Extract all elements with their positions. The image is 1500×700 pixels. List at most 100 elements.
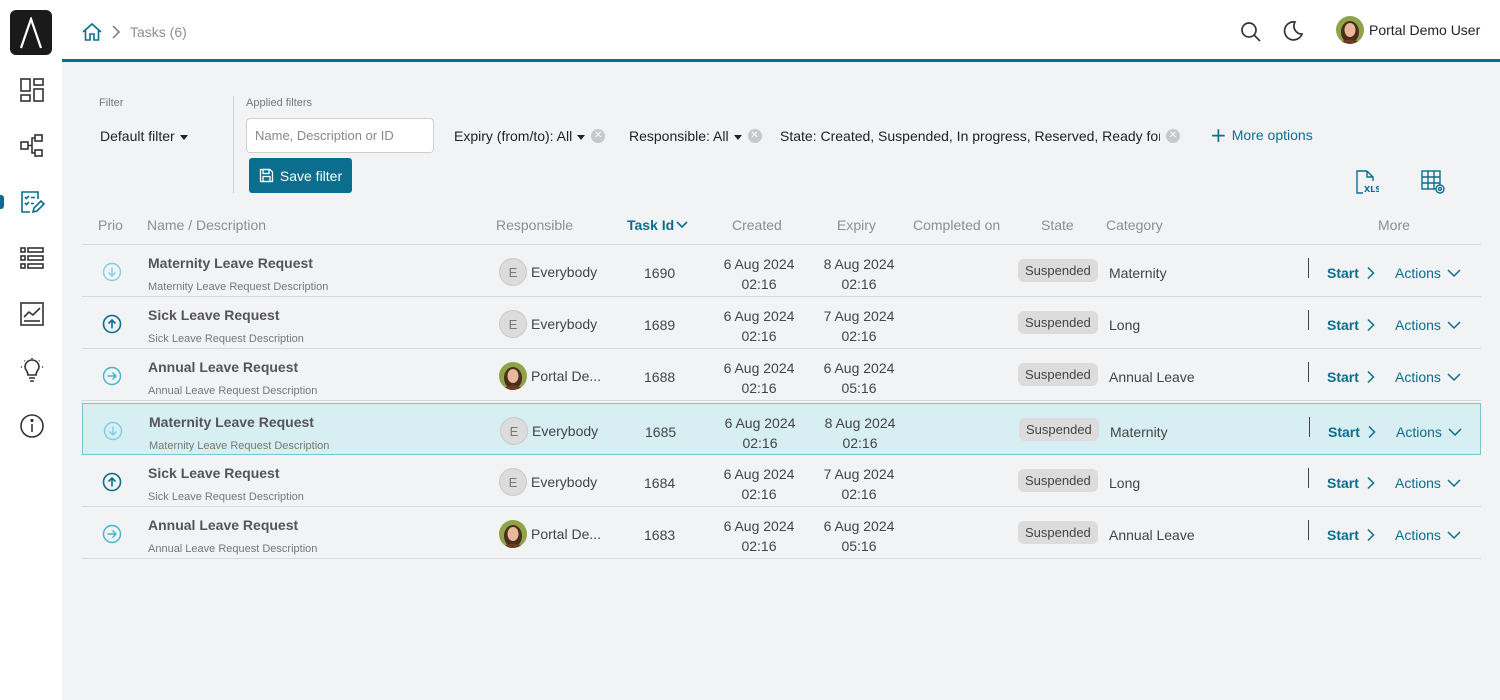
clear-filter-icon[interactable]: ✕ <box>747 129 762 143</box>
expiry-filter-label[interactable]: Expiry (from/to): All <box>454 128 573 144</box>
actions-dropdown[interactable]: Actions <box>1395 527 1461 543</box>
default-filter-dropdown[interactable]: Default filter <box>100 128 188 144</box>
tasks-icon[interactable] <box>19 189 45 215</box>
clear-filter-icon[interactable]: ✕ <box>591 129 606 143</box>
table-row[interactable]: Maternity Leave Request Maternity Leave … <box>82 245 1481 297</box>
start-button[interactable]: Start <box>1328 424 1378 440</box>
caret-down-icon <box>577 134 586 140</box>
export-xls-icon[interactable]: XLS <box>1353 169 1381 195</box>
created-date: 6 Aug 2024 <box>724 415 796 431</box>
expiry-time: 02:16 <box>841 276 877 292</box>
table-row[interactable]: Annual Leave Request Annual Leave Reques… <box>82 349 1481 401</box>
task-name[interactable]: Annual Leave Request <box>148 517 299 533</box>
chevron-down-icon <box>1447 269 1461 278</box>
task-name[interactable]: Maternity Leave Request <box>148 255 313 271</box>
expiry-time: 02:16 <box>841 328 877 344</box>
state-filter-label[interactable]: State: Created, Suspended, In progress, … <box>780 128 1160 144</box>
task-description: Sick Leave Request Description <box>148 333 304 345</box>
priority-high-icon <box>102 314 122 334</box>
home-icon[interactable] <box>81 21 103 43</box>
more-options-button[interactable]: + More options <box>1210 125 1313 145</box>
created-time: 02:16 <box>741 276 777 292</box>
info-icon[interactable] <box>19 413 45 439</box>
cases-icon[interactable] <box>19 245 45 271</box>
column-task-id[interactable]: Task Id <box>627 217 688 233</box>
column-responsible[interactable]: Responsible <box>496 217 574 233</box>
responsible-filter-label[interactable]: Responsible: All <box>629 128 729 144</box>
actions-separator <box>1308 310 1309 330</box>
dashboard-icon[interactable] <box>19 77 45 103</box>
start-button[interactable]: Start <box>1327 527 1377 543</box>
task-name[interactable]: Sick Leave Request <box>148 307 280 323</box>
column-name[interactable]: Name / Description <box>147 217 267 233</box>
start-label: Start <box>1328 424 1360 440</box>
logo-icon[interactable] <box>10 10 52 55</box>
responsible-name: Everybody <box>531 474 598 490</box>
task-category: Maternity <box>1110 424 1168 440</box>
column-prio[interactable]: Prio <box>98 217 123 233</box>
avatar <box>499 520 527 548</box>
start-button[interactable]: Start <box>1327 265 1377 281</box>
chevron-down-icon <box>1447 373 1461 382</box>
responsible-initial: E <box>499 310 527 338</box>
search-input[interactable] <box>246 118 434 153</box>
start-button[interactable]: Start <box>1327 369 1377 385</box>
status-badge: Suspended <box>1019 418 1099 441</box>
task-name[interactable]: Maternity Leave Request <box>149 414 314 430</box>
created-time: 02:16 <box>741 486 777 502</box>
expiry-date: 8 Aug 2024 <box>823 256 895 272</box>
statistics-icon[interactable] <box>19 301 45 327</box>
table-settings-icon[interactable] <box>1420 169 1446 195</box>
task-responsible: E Everybody <box>500 417 598 445</box>
task-expiry: 7 Aug 2024 02:16 <box>809 306 909 346</box>
task-description: Sick Leave Request Description <box>148 491 304 503</box>
task-expiry: 6 Aug 2024 05:16 <box>809 516 909 556</box>
expiry-filter-chip[interactable]: Expiry (from/to): All ✕ <box>454 128 606 144</box>
task-name[interactable]: Sick Leave Request <box>148 465 280 481</box>
table-row[interactable]: Annual Leave Request Annual Leave Reques… <box>82 507 1481 559</box>
processes-icon[interactable] <box>19 133 45 159</box>
responsible-filter-chip[interactable]: Responsible: All ✕ <box>629 128 762 144</box>
task-id: 1685 <box>645 424 677 440</box>
start-label: Start <box>1327 265 1359 281</box>
task-responsible: E Everybody <box>499 468 597 496</box>
start-button[interactable]: Start <box>1327 475 1377 491</box>
task-created: 6 Aug 2024 02:16 <box>709 306 809 346</box>
column-created[interactable]: Created <box>732 217 782 233</box>
search-icon[interactable] <box>1240 21 1262 43</box>
task-category: Long <box>1109 317 1141 333</box>
expiry-date: 6 Aug 2024 <box>823 360 895 376</box>
table-row[interactable]: Sick Leave Request Sick Leave Request De… <box>82 455 1481 507</box>
actions-dropdown[interactable]: Actions <box>1396 424 1462 440</box>
dark-mode-icon[interactable] <box>1282 20 1304 42</box>
table-row[interactable]: Sick Leave Request Sick Leave Request De… <box>82 297 1481 349</box>
save-filter-button[interactable]: Save filter <box>249 158 352 193</box>
clear-filter-icon[interactable]: ✕ <box>1166 129 1180 143</box>
actions-label: Actions <box>1395 317 1441 333</box>
column-category[interactable]: Category <box>1106 217 1163 233</box>
task-category: Maternity <box>1109 265 1167 281</box>
table-row[interactable]: Maternity Leave Request Maternity Leave … <box>82 403 1481 455</box>
save-icon <box>259 168 274 183</box>
task-name[interactable]: Annual Leave Request <box>148 359 299 375</box>
user-name: Portal Demo User <box>1369 22 1481 38</box>
task-responsible: E Everybody <box>499 310 597 338</box>
default-filter-label: Default filter <box>100 128 175 144</box>
column-expiry[interactable]: Expiry <box>837 217 876 233</box>
actions-dropdown[interactable]: Actions <box>1395 475 1461 491</box>
svg-text:XLS: XLS <box>1364 185 1379 194</box>
actions-label: Actions <box>1395 527 1441 543</box>
actions-dropdown[interactable]: Actions <box>1395 369 1461 385</box>
column-state[interactable]: State <box>1041 217 1074 233</box>
actions-dropdown[interactable]: Actions <box>1395 317 1461 333</box>
start-button[interactable]: Start <box>1327 317 1377 333</box>
actions-dropdown[interactable]: Actions <box>1395 265 1461 281</box>
sidebar <box>0 0 62 700</box>
lightbulb-icon[interactable] <box>19 357 45 383</box>
priority-low-icon <box>103 421 123 441</box>
user-menu[interactable]: Portal Demo User <box>1336 15 1480 45</box>
chevron-right-icon <box>1368 425 1376 439</box>
column-completed[interactable]: Completed on <box>913 217 1001 233</box>
state-filter-chip[interactable]: State: Created, Suspended, In progress, … <box>780 128 1180 144</box>
task-created: 6 Aug 2024 02:16 <box>709 358 809 398</box>
